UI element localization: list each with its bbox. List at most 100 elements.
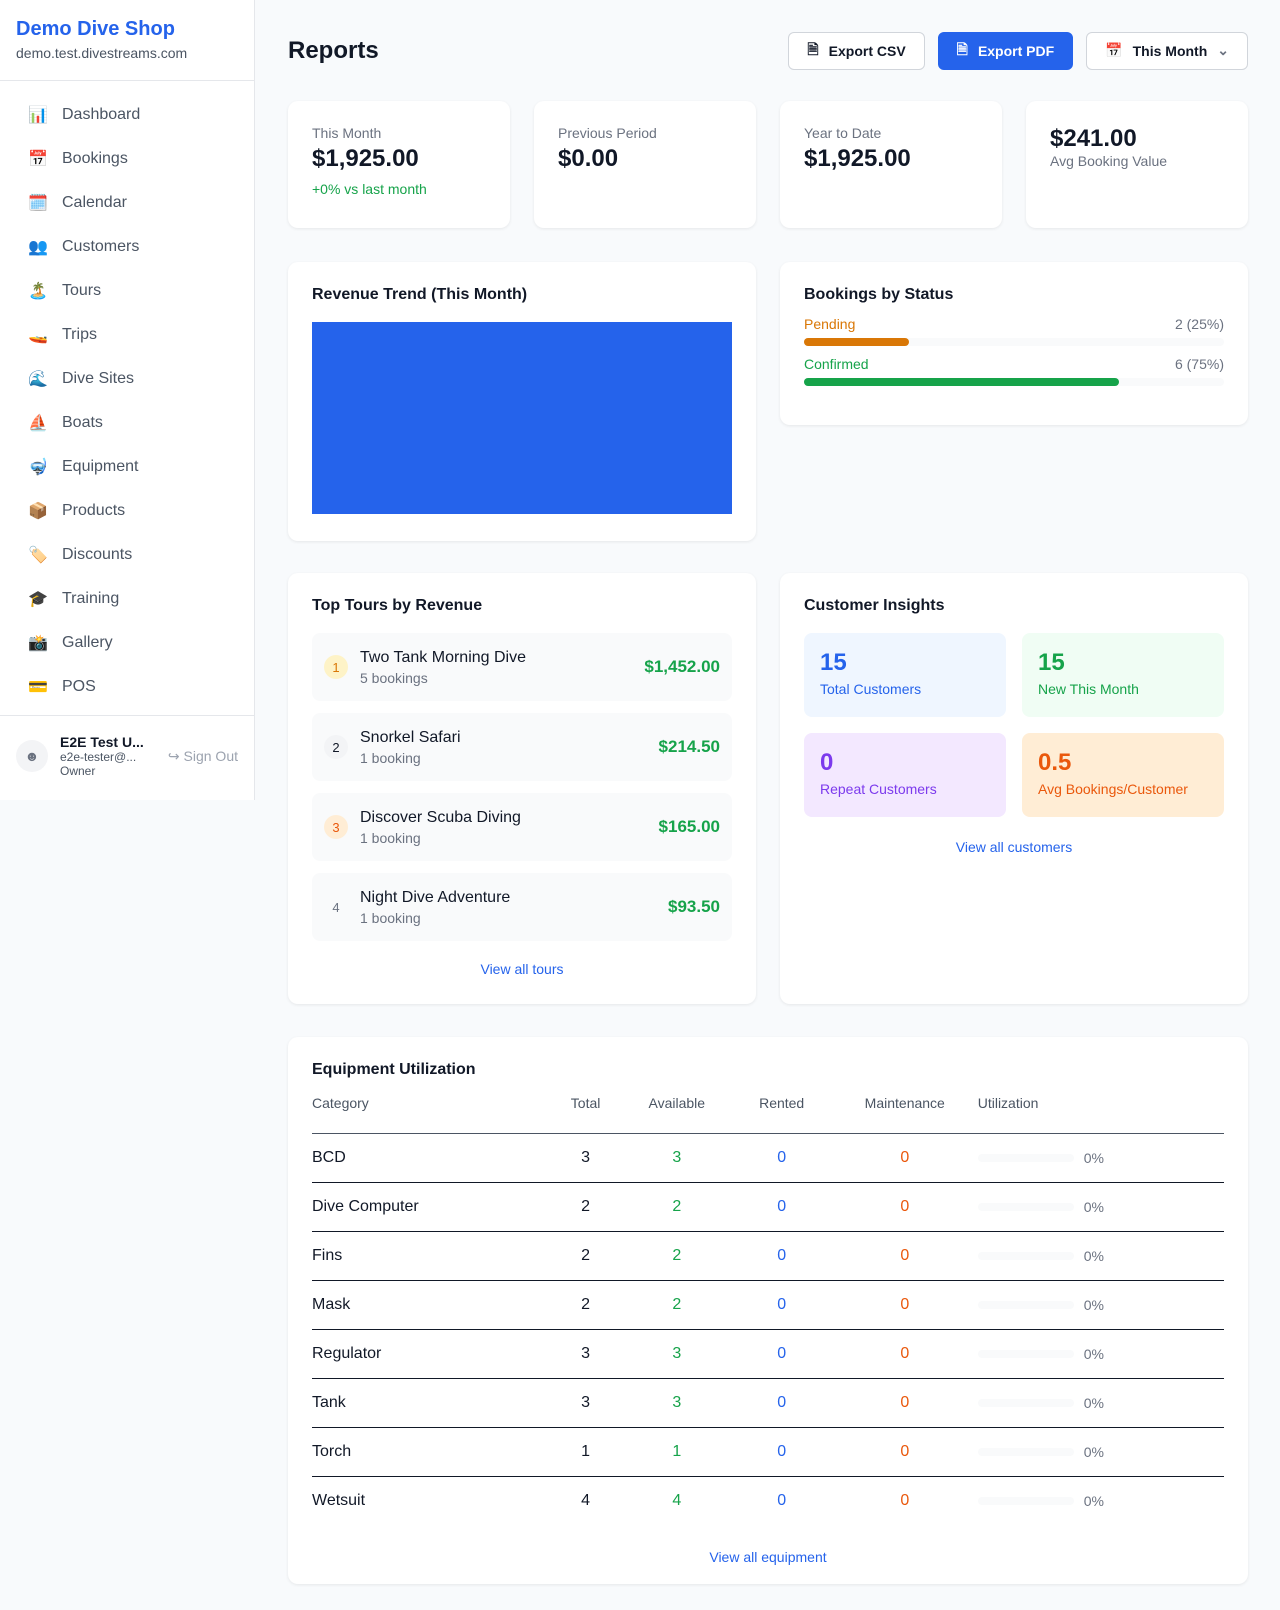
rank-badge: 4 — [332, 899, 340, 915]
cell-category: Tank — [312, 1378, 550, 1428]
cell-rented: 0 — [731, 1427, 832, 1477]
utilization-bar: 0% — [977, 1149, 1224, 1166]
sidebar-item-pos[interactable]: 💳 POS — [16, 665, 238, 709]
utilization-track — [977, 1251, 1074, 1260]
insight-value: 0.5 — [1038, 749, 1072, 776]
cell-rented: 0 — [731, 1133, 832, 1183]
view-all-equipment-link[interactable]: View all equipment — [709, 1549, 827, 1565]
calendar-icon: 🗓️ — [28, 195, 48, 212]
sidebar-item-label: Training — [62, 590, 120, 607]
trips-icon: 🚤 — [28, 327, 48, 344]
utilization-bar: 0% — [977, 1199, 1224, 1215]
sidebar-item-bookings[interactable]: 📅 Bookings — [16, 137, 238, 181]
utilization-percent: 0% — [1083, 1149, 1104, 1166]
table-row: BCD 3 3 0 0 0% — [312, 1133, 1224, 1183]
utilization-track — [977, 1398, 1074, 1407]
utilization-percent: 0% — [1083, 1394, 1104, 1411]
gallery-icon: 📸 — [28, 635, 48, 652]
utilization-track — [977, 1447, 1074, 1456]
sidebar-item-training[interactable]: 🎓 Training — [16, 577, 238, 621]
table-row: Tank 3 3 0 0 0% — [312, 1378, 1224, 1428]
utilization-bar: 0% — [977, 1394, 1224, 1411]
stat-label: This Month — [312, 125, 382, 141]
sidebar-item-gallery[interactable]: 📸 Gallery — [16, 621, 238, 665]
insight-value: 15 — [820, 649, 847, 676]
sidebar-item-calendar[interactable]: 🗓️ Calendar — [16, 181, 238, 225]
rank-badge: 3 — [324, 815, 348, 839]
cell-rented: 0 — [731, 1280, 832, 1330]
tour-revenue: $1,452.00 — [644, 657, 720, 676]
card-title: Customer Insights — [804, 597, 945, 614]
table-row: Fins 2 2 0 0 0% — [312, 1231, 1224, 1281]
stat-delta: +0% vs last month — [312, 181, 427, 197]
status-progress-fill — [804, 378, 1119, 386]
discounts-icon: 🏷️ — [28, 547, 48, 564]
shop-url: demo.test.divestreams.com — [16, 45, 188, 61]
cell-maintenance: 0 — [831, 1427, 978, 1477]
tour-name: Discover Scuba Diving — [360, 808, 521, 826]
insight-label: Avg Bookings/Customer — [1038, 781, 1188, 797]
utilization-track — [977, 1349, 1074, 1358]
cell-utilization: 0% — [977, 1182, 1224, 1232]
cell-available: 2 — [622, 1182, 732, 1232]
tour-bookings: 1 booking — [360, 829, 421, 846]
sign-out-button[interactable]: ↪ Sign Out — [168, 748, 238, 765]
sidebar-item-tours[interactable]: 🏝️ Tours — [16, 269, 238, 313]
sidebar-item-label: Bookings — [62, 150, 128, 167]
sidebar-item-label: Trips — [62, 326, 97, 343]
sidebar-item-dive-sites[interactable]: 🌊 Dive Sites — [16, 357, 238, 401]
sidebar-item-boats[interactable]: ⛵ Boats — [16, 401, 238, 445]
chevron-down-icon: ⌄ — [1217, 42, 1229, 58]
cell-utilization: 0% — [977, 1378, 1224, 1428]
sidebar-item-products[interactable]: 📦 Products — [16, 489, 238, 533]
cell-category: Fins — [312, 1231, 550, 1281]
view-all-tours-link[interactable]: View all tours — [480, 961, 564, 977]
sidebar-item-label: POS — [62, 678, 96, 695]
utilization-bar: 0% — [977, 1444, 1224, 1460]
cell-category: Regulator — [312, 1329, 550, 1379]
status-header: Confirmed 6 (75%) — [804, 356, 1224, 372]
cell-available: 1 — [622, 1427, 732, 1477]
tour-item[interactable]: 3 Discover Scuba Diving 1 booking $165.00 — [312, 793, 732, 861]
utilization-track — [977, 1202, 1074, 1211]
export-csv-button[interactable]: 🗎 Export CSV — [788, 31, 925, 70]
boats-icon: ⛵ — [28, 415, 48, 432]
tour-item[interactable]: 1 Two Tank Morning Dive 5 bookings $1,452.0… — [312, 633, 732, 701]
sidebar-item-customers[interactable]: 👥 Customers — [16, 225, 238, 269]
cell-rented: 0 — [731, 1378, 832, 1428]
stat-value: $1,925.00 — [804, 145, 911, 172]
export-csv-label: Export CSV — [828, 42, 906, 59]
period-select[interactable]: 📅 This Month ⌄ — [1086, 31, 1248, 70]
cell-available: 4 — [672, 1491, 682, 1509]
tour-item[interactable]: 2 Snorkel Safari 1 booking $214.50 — [312, 713, 732, 781]
cell-total: 3 — [549, 1378, 623, 1428]
file-download-icon: 🗎 — [807, 40, 819, 57]
cell-rented: 0 — [777, 1491, 787, 1509]
stat-value: $241.00 — [1050, 125, 1137, 152]
sidebar-item-equipment[interactable]: 🤿 Equipment — [16, 445, 238, 489]
cell-utilization: 0% — [977, 1476, 1224, 1525]
cell-category: Torch — [312, 1427, 550, 1477]
status-label: Pending — [804, 316, 856, 332]
table-row: Wetsuit 4 4 0 0 0% — [312, 1476, 1224, 1525]
customers-icon: 👥 — [28, 239, 48, 256]
insights-grid: 15 Total Customers 15 New This Month 0 Repeat… — [804, 633, 1224, 817]
sidebar-item-dashboard[interactable]: 📊 Dashboard — [16, 93, 238, 137]
card-title: Revenue Trend (This Month) — [312, 286, 528, 303]
dive-sites-icon: 🌊 — [28, 371, 48, 388]
brand: Demo Dive Shop demo.test.divestreams.com — [0, 0, 254, 81]
cell-maintenance: 0 — [831, 1280, 978, 1330]
sidebar-item-trips[interactable]: 🚤 Trips — [16, 313, 238, 357]
tour-item[interactable]: 4 Night Dive Adventure 1 booking $93.50 — [312, 873, 732, 941]
sidebar: Demo Dive Shop demo.test.divestreams.com… — [0, 0, 255, 800]
sidebar-item-label: Boats — [62, 414, 103, 431]
stat-avg-booking: $241.00 Avg Booking Value — [1026, 101, 1248, 228]
rank-badge: 1 — [324, 655, 348, 679]
tour-bookings: 1 booking — [360, 749, 421, 766]
export-pdf-button[interactable]: 🗎 Export PDF — [937, 31, 1074, 70]
stat-value: $0.00 — [558, 145, 619, 172]
view-all-customers-link[interactable]: View all customers — [955, 839, 1073, 855]
stat-this-month: This Month $1,925.00 +0% vs last month — [288, 101, 510, 228]
sidebar-item-discounts[interactable]: 🏷️ Discounts — [16, 533, 238, 577]
utilization-bar: 0% — [977, 1248, 1224, 1264]
